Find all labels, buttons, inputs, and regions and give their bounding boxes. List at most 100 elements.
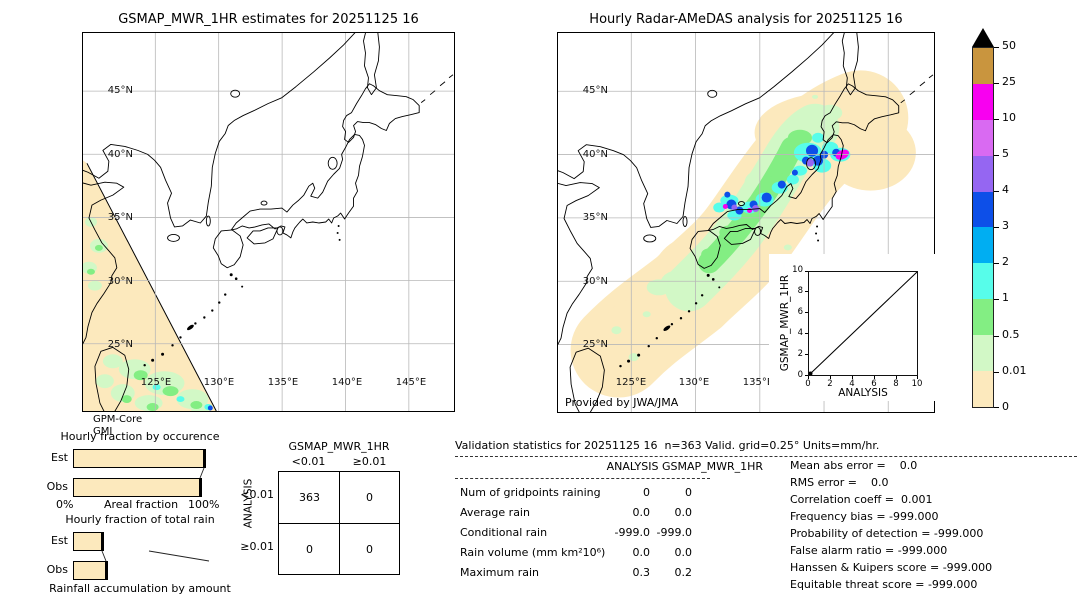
contingency-cell-10: 0	[306, 543, 313, 556]
inset-xtick: 4	[849, 379, 855, 389]
stats-value-gsmap: 0.0	[674, 506, 693, 519]
inset-axes	[808, 271, 918, 376]
occurrence-est-label: Est	[51, 451, 68, 464]
cb-seg	[973, 371, 993, 407]
left-lat-30: 30°N	[107, 276, 133, 287]
cb-tick-4: 4	[1002, 183, 1009, 196]
bar-segment-green	[102, 532, 105, 551]
inset-xtick: 0	[805, 379, 811, 389]
totalrain-est-label: Est	[51, 534, 68, 547]
inset-xtick: 2	[827, 379, 833, 389]
left-lat-45: 45°N	[107, 85, 133, 96]
left-lon-125: 125°E	[140, 377, 172, 388]
occurrence-obs-bar	[73, 478, 209, 497]
contingency-row-axis: ANALYSIS	[242, 478, 255, 529]
right-lat-45: 45°N	[582, 85, 608, 96]
stats-col-gsmap: GSMAP_MWR_1HR	[661, 460, 764, 473]
coastlines	[558, 33, 934, 412]
cb-tick-001: 0.01	[1002, 364, 1027, 377]
occurrence-xmin: 0%	[56, 498, 74, 511]
gmi-swath-region	[83, 160, 217, 411]
left-map-canvas	[83, 33, 454, 411]
right-lon-130: 130°E	[678, 377, 710, 388]
bar-segment-tan	[73, 561, 107, 580]
cb-tick-1: 1	[1002, 291, 1009, 304]
contingency-grid: 363 0 0 0	[278, 471, 400, 575]
occurrence-xmax: 100%	[188, 498, 220, 511]
cb-tick-3: 3	[1002, 219, 1009, 232]
small-islands	[143, 224, 341, 367]
left-lon-135: 135°E	[267, 377, 299, 388]
sensor-label-line1: GPM-Core	[93, 414, 143, 425]
stats-value-gsmap: 0.2	[674, 566, 693, 579]
cb-seg	[973, 227, 993, 264]
cb-tick-10: 10	[1002, 111, 1016, 124]
inset-ylabel: GSMAP_MWR_1HR	[778, 274, 791, 372]
colorbar: 50 25 10 5 4 3 2 1 0.5 0.01 0	[966, 28, 1080, 428]
left-lon-130: 130°E	[203, 377, 235, 388]
right-map: 45°N 40°N 35°N 30°N 25°N 125°E 130°E 135…	[557, 32, 936, 413]
bar-segment-green	[106, 561, 109, 580]
stats-title: Validation statistics for 20251125 16 n=…	[455, 439, 1077, 457]
cb-seg	[973, 48, 993, 84]
sensor-label-line2: GMI	[93, 426, 113, 437]
bar-segment-tan	[73, 532, 103, 551]
inset-ytick: 10	[792, 265, 803, 275]
inset-ytick: 0	[797, 370, 803, 380]
left-lat-25: 25°N	[107, 339, 133, 350]
contingency-cell-11: 0	[366, 543, 373, 556]
stats-divider	[455, 478, 710, 479]
bar-segment-tan	[73, 478, 201, 497]
small-islands	[619, 225, 820, 368]
colorbar-swatches	[972, 47, 994, 408]
score-mean-abs-error: Mean abs error = 0.0	[790, 459, 918, 472]
contingency-row-label-ge: ≥0.01	[240, 540, 274, 553]
cb-tick-5: 5	[1002, 147, 1009, 160]
right-map-gridlines	[558, 33, 934, 412]
totalrain-obs-bar	[73, 561, 209, 580]
contingency-cell-00: 363	[299, 491, 320, 504]
bar-segment-green	[200, 478, 203, 497]
colorbar-overflow-arrow	[972, 28, 994, 47]
stats-row-label: Conditional rain	[460, 526, 548, 539]
stats-row-label: Num of gridpoints raining	[460, 486, 601, 499]
stats-value-gsmap: -999.0	[656, 526, 692, 539]
bar-segment-green	[204, 449, 207, 468]
inset-ytick: 6	[797, 307, 803, 317]
totalrain-chart-title: Hourly fraction of total rain	[65, 513, 215, 526]
inset-ytick: 2	[797, 349, 803, 359]
score-far: False alarm ratio = -999.000	[790, 544, 948, 557]
inset-ytick: 4	[797, 328, 803, 338]
occurrence-xlabel: Areal fraction	[103, 498, 179, 511]
stats-value-analysis: 0.0	[632, 506, 651, 519]
stats-row-label: Average rain	[460, 506, 530, 519]
left-map: 45°N 40°N 35°N 30°N 25°N 125°E 130°E 135…	[82, 32, 455, 412]
totalrain-obs-label: Obs	[46, 563, 68, 576]
right-lon-125: 125°E	[615, 377, 647, 388]
left-lat-40: 40°N	[107, 149, 133, 160]
inset-scatter: 0 2 4 6 8 10 0 2 4 6 8 10 ANALYSIS GSMAP…	[769, 254, 936, 401]
left-rain-blobs	[83, 217, 213, 411]
contingency-title: GSMAP_MWR_1HR	[288, 440, 390, 453]
cb-seg	[973, 83, 993, 120]
contingency-row-label-lt: <0.01	[240, 488, 274, 501]
contingency-col-label-ge: ≥0.01	[352, 455, 387, 468]
right-lat-40: 40°N	[582, 149, 608, 160]
bar-connector-lines	[101, 467, 210, 562]
left-lon-145: 145°E	[395, 377, 427, 388]
totalrain-est-bar	[73, 532, 209, 551]
occurrence-obs-label: Obs	[46, 480, 68, 493]
left-lat-35: 35°N	[107, 212, 133, 223]
totalrain-xlabel: Rainfall accumulation by amount	[49, 582, 231, 595]
coastlines	[83, 33, 454, 411]
cb-seg	[973, 119, 993, 156]
inset-xtick: 6	[871, 379, 877, 389]
stats-row-label: Rain volume (mm km²10⁶)	[460, 546, 606, 559]
score-correlation: Correlation coeff = 0.001	[790, 493, 933, 506]
inset-diagonal	[809, 272, 917, 375]
right-lat-30: 30°N	[582, 276, 608, 287]
cb-tick-2: 2	[1002, 255, 1009, 268]
left-lon-140: 140°E	[331, 377, 363, 388]
bar-segment-tan	[73, 449, 205, 468]
